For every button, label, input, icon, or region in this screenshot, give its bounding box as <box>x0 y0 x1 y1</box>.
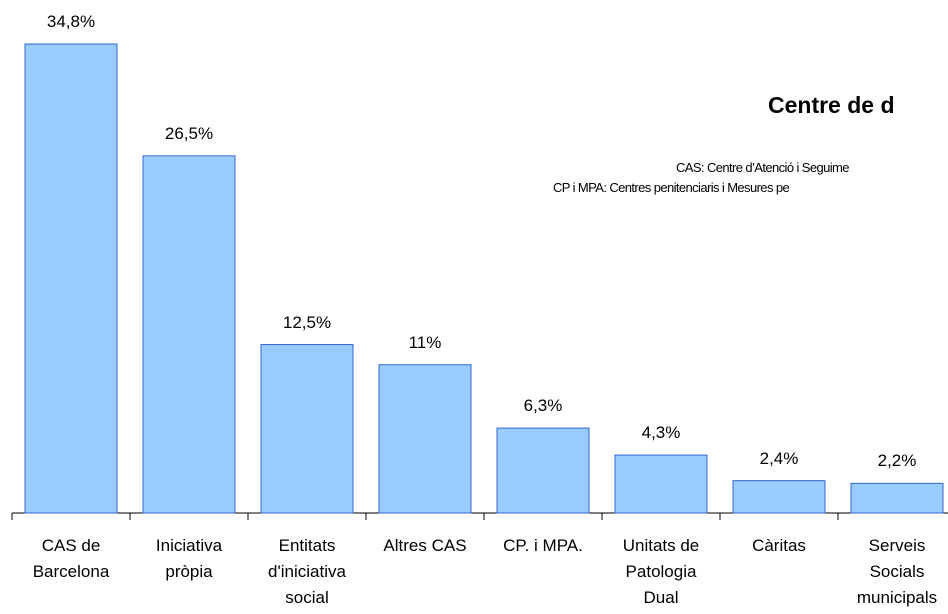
value-label: 4,3% <box>641 423 681 443</box>
chart-title: Centre de d <box>768 92 895 118</box>
value-label: 2,2% <box>877 451 917 471</box>
value-label: 11% <box>408 332 442 352</box>
x-tick-label: Unitats de Patologia Dual <box>622 536 700 607</box>
x-tick-label: CAS de Barcelona <box>32 536 110 581</box>
bar <box>496 427 590 514</box>
value-label: 6,3% <box>523 396 563 416</box>
x-tick-label: Serveis Socials municipals <box>856 536 938 607</box>
value-label: 34,8% <box>46 12 96 31</box>
x-tick-label: Altres CAS <box>383 536 467 555</box>
bar <box>732 480 826 514</box>
bar <box>378 364 472 514</box>
bar <box>614 454 708 514</box>
x-tick-label: CP. i MPA. <box>503 536 583 555</box>
x-tick-label: Càritas <box>752 536 806 555</box>
bar <box>142 155 236 514</box>
annotation: CAS: Centre d’Atenció i Seguime <box>676 160 849 175</box>
bar <box>260 344 354 514</box>
bar <box>24 43 118 514</box>
value-label: 2,4% <box>759 448 799 468</box>
value-label: 26,5% <box>164 123 214 143</box>
bar <box>850 482 944 514</box>
value-label: 12,5% <box>282 312 332 332</box>
x-tick-label: Iniciativa pròpia <box>155 536 223 581</box>
annotation: CP i MPA: Centres penitenciaris i Mesure… <box>553 180 790 195</box>
x-tick-label: Entitats d'iniciativa social <box>268 536 346 607</box>
